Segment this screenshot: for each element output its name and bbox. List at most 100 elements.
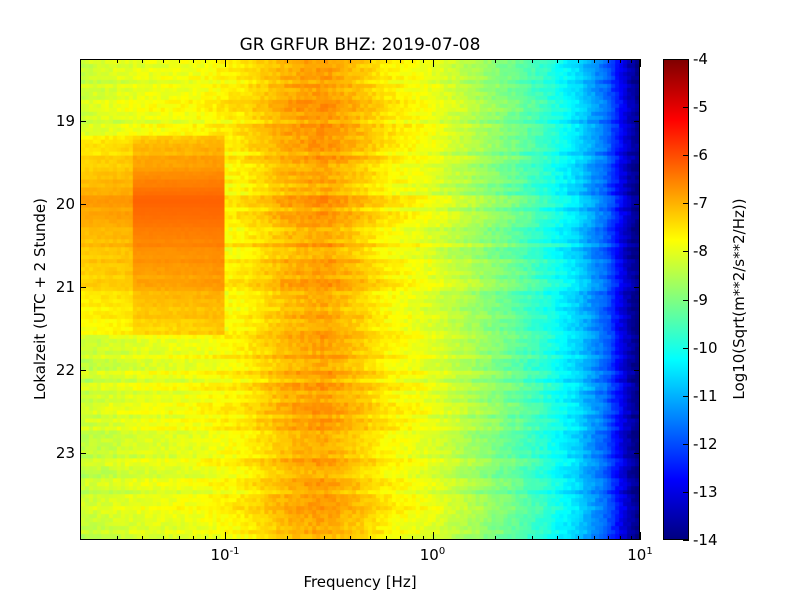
x-minor-tick: [287, 536, 289, 540]
x-minor-tick: [630, 536, 632, 540]
x-tick-base: 10: [627, 546, 647, 564]
y-tick-label: 21: [55, 278, 75, 297]
colorbar-tick-mark: [683, 540, 689, 541]
x-minor-tick: [531, 536, 533, 540]
x-minor-tick: [607, 59, 609, 63]
x-minor-tick: [400, 59, 402, 63]
x-minor-tick: [386, 59, 388, 63]
x-tick-mark: [640, 532, 641, 540]
colorbar-tick-mark: [683, 299, 689, 301]
x-minor-tick: [593, 536, 595, 540]
x-minor-tick: [142, 59, 144, 63]
x-tick-label: 100: [403, 546, 463, 564]
y-tick-label: 23: [55, 443, 75, 462]
x-minor-tick: [630, 59, 632, 63]
colorbar-tick-label: -14: [693, 531, 718, 549]
y-tick-mark: [634, 287, 640, 289]
x-minor-tick: [531, 59, 533, 63]
x-minor-tick: [607, 536, 609, 540]
x-minor-tick: [324, 536, 326, 540]
x-minor-tick: [287, 59, 289, 63]
colorbar-tick-mark: [683, 395, 689, 397]
y-tick-label: 22: [55, 360, 75, 379]
x-tick-mark: [432, 59, 434, 67]
x-minor-tick: [349, 59, 351, 63]
y-tick-mark: [634, 121, 640, 123]
x-minor-tick: [192, 536, 194, 540]
y-tick-mark: [80, 287, 86, 289]
x-tick-exponent: 1: [646, 546, 653, 557]
x-minor-tick: [557, 536, 559, 540]
colorbar-tick-label: -10: [693, 338, 718, 357]
y-tick-mark: [80, 204, 86, 206]
y-tick-mark: [634, 204, 640, 206]
x-minor-tick: [386, 536, 388, 540]
x-tick-base: 10: [210, 546, 230, 564]
x-minor-tick: [619, 59, 621, 63]
colorbar-tick-label: -5: [693, 98, 708, 117]
x-minor-tick: [80, 536, 81, 540]
colorbar-tick-mark: [683, 491, 689, 493]
x-minor-tick: [204, 536, 206, 540]
x-minor-tick: [178, 59, 180, 63]
spectrogram-heatmap: [81, 60, 639, 539]
x-minor-tick: [412, 59, 414, 63]
x-minor-tick: [162, 59, 164, 63]
y-tick-mark: [80, 369, 86, 371]
colorbar-tick-label: -9: [693, 290, 708, 309]
colorbar-tick-mark: [683, 59, 689, 60]
x-minor-tick: [593, 59, 595, 63]
x-minor-tick: [423, 59, 425, 63]
y-tick-mark: [80, 121, 86, 123]
x-tick-label: 101: [610, 546, 670, 564]
x-minor-tick: [162, 536, 164, 540]
x-minor-tick: [370, 536, 372, 540]
colorbar-tick-label: -6: [693, 146, 708, 165]
x-tick-mark: [225, 59, 227, 67]
x-tick-mark: [432, 532, 434, 540]
x-tick-mark: [640, 59, 641, 67]
colorbar-tick-label: -7: [693, 194, 708, 213]
y-tick-mark: [634, 452, 640, 454]
x-minor-tick: [80, 59, 81, 63]
x-minor-tick: [400, 536, 402, 540]
x-minor-tick: [116, 59, 118, 63]
x-minor-tick: [577, 59, 579, 63]
x-minor-tick: [192, 59, 194, 63]
colorbar-tick-mark: [683, 251, 689, 253]
x-minor-tick: [577, 536, 579, 540]
colorbar-tick-label: -13: [693, 482, 718, 501]
x-minor-tick: [204, 59, 206, 63]
colorbar-tick-mark: [683, 107, 689, 109]
x-minor-tick: [557, 59, 559, 63]
x-minor-tick: [423, 536, 425, 540]
x-minor-tick: [116, 536, 118, 540]
x-minor-tick: [494, 59, 496, 63]
x-tick-base: 10: [419, 546, 439, 564]
chart-title: GR GRFUR BHZ: 2019-07-08: [239, 35, 481, 55]
colorbar-tick-label: -4: [693, 50, 708, 68]
x-minor-tick: [142, 536, 144, 540]
plot-area: [80, 59, 640, 540]
x-minor-tick: [324, 59, 326, 63]
x-minor-tick: [412, 536, 414, 540]
colorbar-tick-mark: [683, 347, 689, 349]
x-minor-tick: [494, 536, 496, 540]
x-minor-tick: [215, 59, 217, 63]
x-tick-exponent: 0: [438, 546, 446, 557]
colorbar-tick-mark: [683, 155, 689, 157]
colorbar-tick-label: -11: [693, 386, 718, 405]
x-tick-mark: [225, 532, 227, 540]
y-tick-label: 20: [55, 195, 75, 214]
x-minor-tick: [215, 536, 217, 540]
colorbar-tick-label: -8: [693, 242, 708, 261]
x-minor-tick: [178, 536, 180, 540]
y-tick-mark: [634, 369, 640, 371]
colorbar-tick-mark: [683, 203, 689, 205]
colorbar-tick-label: -12: [693, 434, 718, 453]
colorbar-tick-mark: [683, 443, 689, 445]
x-axis-label: Frequency [Hz]: [303, 573, 417, 591]
x-tick-label: 10-1: [195, 546, 255, 564]
x-tick-exponent: -1: [229, 546, 240, 557]
